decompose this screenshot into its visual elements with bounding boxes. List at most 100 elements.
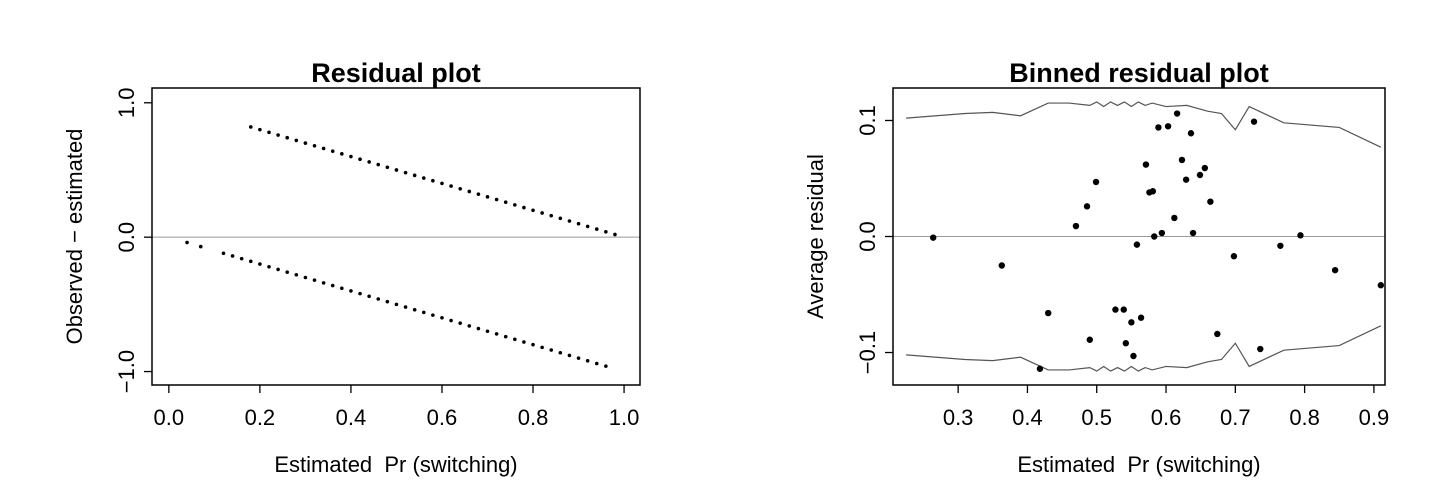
point	[522, 340, 526, 344]
point	[1189, 229, 1197, 237]
point	[385, 165, 390, 170]
point	[549, 213, 554, 218]
point	[340, 286, 344, 291]
point	[494, 197, 499, 202]
point	[303, 141, 308, 145]
point	[449, 318, 453, 323]
point	[358, 291, 362, 296]
point	[440, 181, 444, 186]
point	[1137, 314, 1145, 321]
point	[1092, 178, 1100, 186]
point	[267, 264, 271, 269]
x-tick-label: 0.4	[1012, 405, 1043, 430]
point	[1171, 214, 1178, 222]
point	[476, 326, 481, 331]
point	[258, 127, 262, 132]
point	[604, 364, 608, 368]
point	[1250, 118, 1258, 125]
point	[198, 244, 203, 249]
point	[1120, 306, 1127, 313]
plot-frame	[892, 87, 1386, 386]
point	[421, 176, 426, 180]
band-line	[906, 101, 1382, 148]
point	[1297, 232, 1304, 239]
point	[1133, 241, 1141, 248]
y-tick-label: −1.0	[114, 350, 139, 393]
point	[412, 307, 417, 312]
point	[1122, 340, 1130, 347]
point	[503, 334, 508, 339]
point	[503, 200, 508, 205]
point	[276, 267, 280, 272]
point	[248, 125, 253, 129]
point	[1277, 242, 1284, 249]
point	[230, 254, 235, 258]
point	[576, 356, 581, 360]
chart-title: Residual plot	[311, 58, 481, 88]
point	[185, 240, 189, 245]
point	[929, 234, 937, 241]
point	[1182, 176, 1190, 183]
point	[303, 275, 308, 280]
point	[558, 350, 563, 355]
point	[1086, 336, 1094, 343]
point	[613, 232, 617, 237]
x-tick-label: 0.7	[1220, 405, 1251, 430]
point	[540, 345, 544, 350]
point	[440, 316, 444, 320]
point	[367, 160, 371, 164]
point	[403, 305, 408, 309]
chart-title: Binned residual plot	[1009, 58, 1269, 88]
point	[330, 149, 335, 153]
point	[513, 203, 517, 207]
point	[358, 157, 362, 162]
point	[294, 138, 299, 143]
point	[321, 281, 326, 285]
x-axis-label: Estimated Pr (switching)	[274, 452, 517, 477]
x-tick-label: 0.8	[518, 405, 549, 430]
point	[594, 361, 599, 366]
x-tick-label: 0.9	[1359, 405, 1390, 430]
point	[321, 146, 326, 151]
point	[403, 170, 408, 175]
point	[1155, 124, 1162, 131]
point	[1331, 266, 1339, 274]
x-tick-label: 0.2	[245, 405, 276, 430]
point	[585, 224, 590, 229]
x-tick-label: 0.5	[1081, 405, 1112, 430]
point	[1201, 164, 1209, 172]
point	[385, 299, 390, 304]
point	[449, 184, 453, 188]
x-tick-label: 0.6	[1151, 405, 1182, 430]
point	[513, 337, 517, 342]
point	[1112, 306, 1119, 313]
point	[494, 332, 499, 336]
point	[485, 329, 490, 334]
point	[394, 302, 399, 307]
point	[540, 211, 544, 215]
point	[1214, 330, 1221, 338]
point	[531, 208, 535, 213]
y-axis-label: Observed − estimated	[62, 129, 87, 345]
y-tick-label: 0.1	[855, 105, 880, 136]
point	[467, 189, 472, 194]
point	[312, 278, 317, 282]
point	[1207, 198, 1214, 205]
point	[1230, 253, 1238, 260]
point	[1178, 156, 1186, 164]
plot-frame	[151, 87, 641, 386]
point	[1128, 319, 1135, 326]
point	[340, 152, 344, 156]
point	[576, 221, 581, 226]
point	[412, 173, 417, 178]
y-tick-label: 0.0	[855, 221, 880, 252]
x-axis-label: Estimated Pr (switching)	[1017, 452, 1260, 477]
point	[1164, 123, 1172, 130]
point	[258, 262, 262, 266]
point	[567, 353, 572, 358]
point	[376, 162, 381, 167]
point	[267, 130, 271, 135]
x-tick-label: 1.0	[609, 405, 640, 430]
point	[1257, 345, 1264, 353]
